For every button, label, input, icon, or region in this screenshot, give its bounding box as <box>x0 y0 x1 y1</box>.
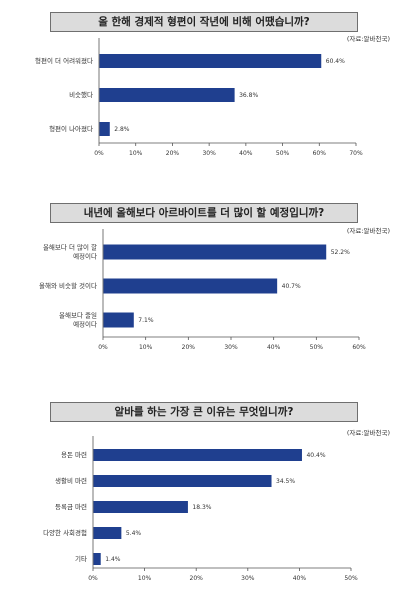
chart-panel-1: 올 한해 경제적 형편이 작년에 비해 어땠습니까? (자료:알바천국) 0% 1… <box>0 0 404 170</box>
x-tick-label: 10% <box>138 575 152 582</box>
value-label: 40.7% <box>282 283 301 290</box>
value-label: 2.8% <box>114 126 130 133</box>
value-label: 52.2% <box>331 249 350 256</box>
chart-source: (자료:알바천국) <box>346 35 390 43</box>
x-tick-label: 30% <box>241 575 255 582</box>
chart-title: 내년에 올해보다 아르바이트를 더 많이 할 예정입니까? <box>50 203 358 223</box>
category-label: 예정이다 <box>73 252 97 261</box>
bar <box>103 312 134 328</box>
x-tick-label: 20% <box>182 344 196 351</box>
bar <box>99 88 235 102</box>
bar-chart: 0% 10% 20% 30% 40% 50% 40.4% 용돈 마련 34.5% 생활비 마련 18… <box>43 436 358 582</box>
chart-panel-2: 내년에 올해보다 아르바이트를 더 많이 할 예정입니까? (자료:알바천국) … <box>0 195 404 365</box>
x-tick-label: 70% <box>349 150 363 157</box>
category-label: 등록금 마련 <box>55 502 87 511</box>
x-tick-label: 30% <box>224 344 238 351</box>
x-tick-label: 50% <box>344 575 358 582</box>
x-tick-label: 40% <box>267 344 281 351</box>
x-tick-label: 60% <box>352 344 366 351</box>
x-tick-label: 30% <box>202 150 216 157</box>
value-label: 7.1% <box>138 317 154 324</box>
chart-source: (자료:알바천국) <box>346 429 390 437</box>
bar <box>93 501 188 513</box>
bar <box>93 527 122 539</box>
category-label: 생활비 마련 <box>55 476 87 485</box>
bar <box>93 553 101 565</box>
category-label: 다양한 사회경험 <box>43 528 87 537</box>
bar <box>103 244 327 260</box>
bar-chart: 0% 10% 20% 30% 40% 50% 60%52.2%올해보다 더 많이 할예정이다… <box>39 229 366 351</box>
bar <box>103 278 278 294</box>
bar <box>99 54 322 68</box>
x-tick-label: 10% <box>129 150 143 157</box>
bar <box>93 449 302 461</box>
category-label: 비슷했다 <box>69 90 93 99</box>
chart-panel-3: 알바를 하는 가장 큰 이유는 무엇입니까? (자료:알바천국) 0% 10% 20… <box>0 390 404 600</box>
category-label: 형편이 더 어려워졌다 <box>35 56 93 65</box>
x-tick-label: 50% <box>310 344 324 351</box>
x-tick-label: 40% <box>293 575 307 582</box>
category-label: 올해보다 줄일 <box>59 311 97 320</box>
value-label: 40.4% <box>306 452 325 459</box>
x-tick-label: 0% <box>98 344 108 351</box>
value-label: 1.4% <box>105 556 121 563</box>
x-tick-label: 50% <box>276 150 290 157</box>
value-label: 5.4% <box>126 530 142 537</box>
value-label: 34.5% <box>276 478 295 485</box>
category-label: 올해와 비슷할 것이다 <box>39 281 97 290</box>
bar <box>99 122 110 136</box>
category-label: 형편이 나아졌다 <box>49 124 93 133</box>
category-label: 기타 <box>75 554 87 563</box>
chart-title: 올 한해 경제적 형편이 작년에 비해 어땠습니까? <box>50 12 358 32</box>
value-label: 60.4% <box>326 58 345 65</box>
category-label: 예정이다 <box>73 320 97 329</box>
category-label: 용돈 마련 <box>61 450 87 459</box>
chart-source: (자료:알바천국) <box>346 227 390 235</box>
x-tick-label: 20% <box>166 150 180 157</box>
value-label: 18.3% <box>192 504 211 511</box>
chart-title: 알바를 하는 가장 큰 이유는 무엇입니까? <box>50 402 358 422</box>
x-tick-label: 60% <box>313 150 327 157</box>
x-tick-label: 20% <box>190 575 204 582</box>
bar-chart: 0% 10% 20% 30% 40% 50% 60% 70% 60.4% 형편이 더 어려워졌다 3… <box>35 38 363 157</box>
value-label: 36.8% <box>239 92 258 99</box>
x-tick-label: 0% <box>88 575 98 582</box>
x-tick-label: 10% <box>139 344 153 351</box>
bar <box>93 475 272 487</box>
category-label: 올해보다 더 많이 할 <box>43 243 97 252</box>
x-tick-label: 0% <box>94 150 104 157</box>
x-tick-label: 40% <box>239 150 253 157</box>
